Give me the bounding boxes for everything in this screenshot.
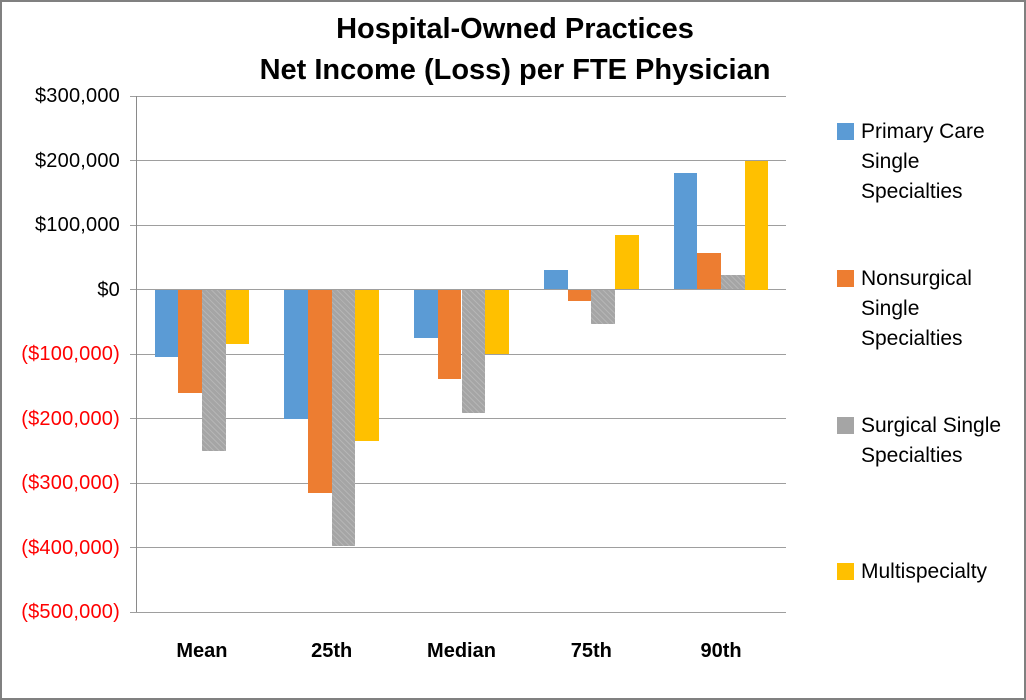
legend-item-primary-care-single-specialties: Primary Care Single Specialties bbox=[837, 117, 1023, 207]
y-axis-tick-label: $200,000 bbox=[34, 150, 120, 172]
bar-nonsurgical-single-specialties-25th bbox=[308, 289, 332, 493]
chart-title-line1: Hospital-Owned Practices bbox=[336, 13, 694, 45]
legend-label: Nonsurgical Single Specialties bbox=[861, 267, 972, 350]
bar-primary-care-single-specialties-90th bbox=[673, 173, 698, 290]
legend-label: Surgical Single Specialties bbox=[861, 414, 1002, 467]
chart-title: Hospital-Owned Practices Net Income (Los… bbox=[2, 9, 1024, 91]
bar-surgical-single-specialties-90th bbox=[721, 274, 745, 290]
bar-surgical-single-specialties-75th bbox=[591, 289, 615, 324]
bar-nonsurgical-single-specialties-mean bbox=[178, 289, 202, 393]
y-axis-tick-label: $300,000 bbox=[34, 85, 120, 107]
y-axis-tick-label: $100,000 bbox=[34, 214, 120, 236]
y-axis-line bbox=[136, 96, 137, 612]
bar-primary-care-single-specialties-25th bbox=[284, 289, 308, 419]
bar-primary-care-single-specialties-mean bbox=[154, 289, 179, 358]
bar-multispecialty-median bbox=[485, 289, 509, 354]
legend-label: Primary Care Single Specialties bbox=[861, 120, 985, 203]
x-axis-category-label: 90th bbox=[700, 640, 742, 662]
gridline bbox=[130, 547, 786, 548]
gridline bbox=[130, 95, 786, 97]
y-axis-tick-label: $0 bbox=[97, 279, 120, 301]
gridline bbox=[130, 224, 786, 226]
bar-primary-care-single-specialties-75th bbox=[543, 270, 568, 290]
y-axis-tick-label: ($500,000) bbox=[21, 601, 120, 623]
gridline bbox=[130, 160, 786, 161]
bar-surgical-single-specialties-25th bbox=[331, 289, 356, 546]
legend-swatch-primary-care-single-specialties bbox=[837, 123, 854, 140]
bar-multispecialty-90th bbox=[744, 160, 769, 290]
bar-multispecialty-mean bbox=[225, 289, 250, 345]
gridline bbox=[130, 611, 786, 613]
gridline bbox=[130, 482, 786, 484]
legend-swatch-multispecialty bbox=[837, 563, 854, 580]
gridline bbox=[130, 418, 786, 419]
bar-surgical-single-specialties-mean bbox=[201, 289, 226, 451]
bar-multispecialty-25th bbox=[355, 289, 380, 442]
y-axis-tick-label: ($100,000) bbox=[21, 343, 120, 365]
x-axis-category-label: 25th bbox=[311, 640, 353, 662]
legend-item-multispecialty: Multispecialty bbox=[837, 557, 1023, 587]
bar-multispecialty-75th bbox=[615, 234, 639, 290]
legend-swatch-nonsurgical-single-specialties bbox=[837, 270, 854, 287]
bar-nonsurgical-single-specialties-median bbox=[437, 289, 462, 379]
legend-item-surgical-single-specialties: Surgical Single Specialties bbox=[837, 411, 1023, 471]
y-axis-tick-label: ($400,000) bbox=[21, 537, 120, 559]
y-axis-tick-label: ($300,000) bbox=[21, 472, 120, 494]
bar-primary-care-single-specialties-median bbox=[414, 289, 438, 338]
x-axis-category-label: Median bbox=[427, 640, 496, 662]
chart-title-line2: Net Income (Loss) per FTE Physician bbox=[259, 54, 771, 86]
bar-surgical-single-specialties-median bbox=[461, 289, 486, 414]
bar-nonsurgical-single-specialties-75th bbox=[567, 289, 592, 302]
legend-item-nonsurgical-single-specialties: Nonsurgical Single Specialties bbox=[837, 264, 1023, 354]
legend-label: Multispecialty bbox=[861, 560, 988, 583]
legend-swatch-surgical-single-specialties bbox=[837, 417, 854, 434]
y-axis-tick-label: ($200,000) bbox=[21, 408, 120, 430]
bar-nonsurgical-single-specialties-90th bbox=[697, 253, 722, 290]
x-axis-category-label: 75th bbox=[570, 640, 612, 662]
x-axis-category-label: Mean bbox=[176, 640, 228, 662]
